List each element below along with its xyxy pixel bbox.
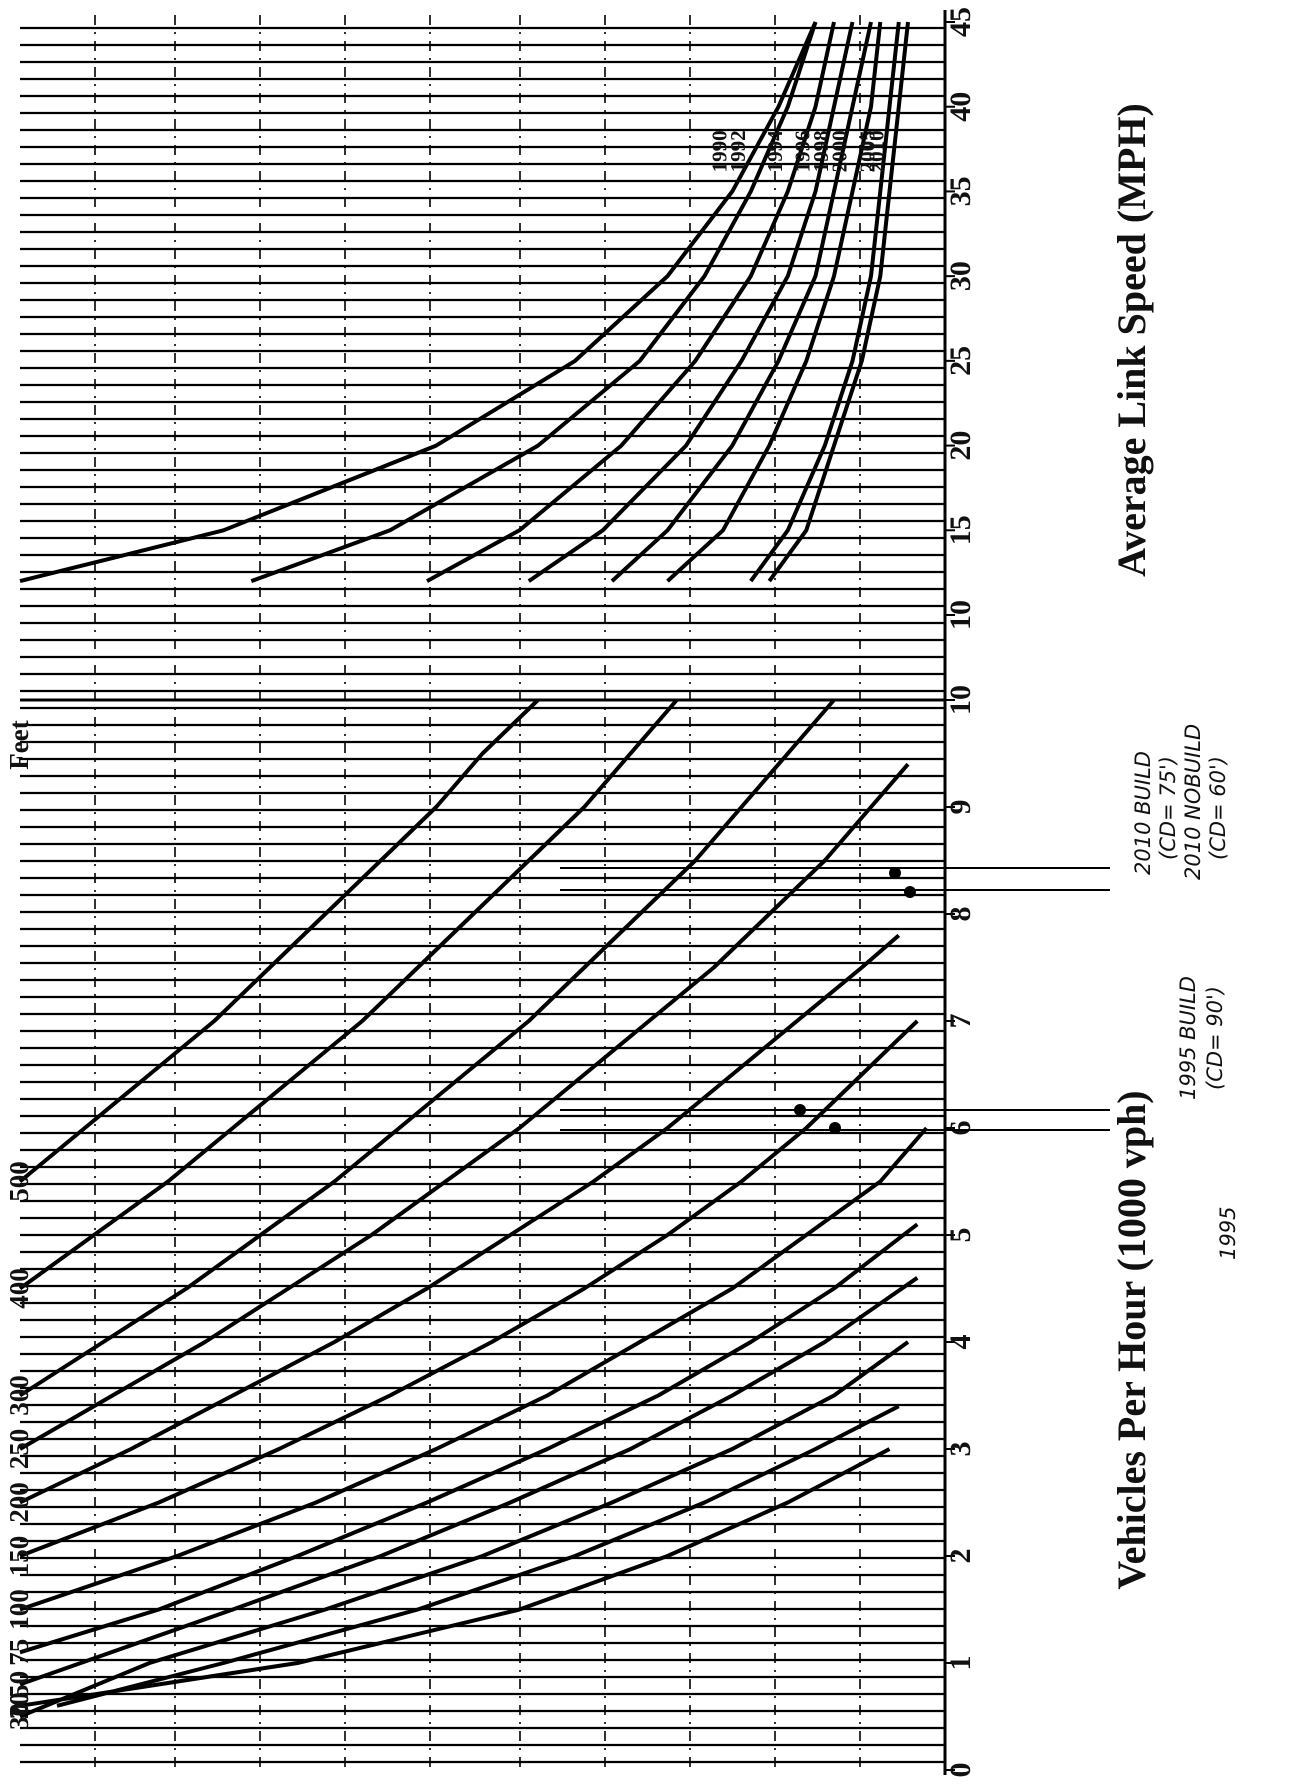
- markers: [560, 867, 1110, 1134]
- curve-feet-250: [18, 762, 910, 1451]
- curve-year-1996: [527, 21, 855, 583]
- x-tick-label-speed: 35: [944, 176, 977, 206]
- annotation-marker: [889, 867, 901, 879]
- x-tick-label-speed: 20: [944, 431, 977, 461]
- annotation-marker: [829, 1122, 841, 1134]
- x-tick-label-vph: 5: [944, 1228, 977, 1243]
- x-axis-label-vph: Vehicles Per Hour (1000 vph): [1109, 1090, 1154, 1589]
- x-tick-label-speed: 25: [944, 346, 977, 376]
- curve-year-1990: [19, 21, 818, 584]
- curve-feet-100: [19, 1126, 929, 1612]
- x-tick-label-speed: 40: [944, 92, 977, 122]
- x-tick-label-speed: 45: [944, 7, 977, 37]
- curve-feet-500: [18, 698, 540, 1184]
- curve-feet-300: [18, 698, 836, 1398]
- x-tick-label-vph: 0: [944, 1763, 977, 1778]
- x-axis-label-speed: Average Link Speed (MPH): [1109, 103, 1154, 577]
- curve-feet-10: [19, 1447, 891, 1708]
- x-tick-label-vph: 3: [944, 1442, 977, 1457]
- x-tick-label-vph: 10: [944, 685, 977, 715]
- series-label-year: 2000: [828, 130, 852, 172]
- grid: [20, 10, 947, 1775]
- annotation-1995-build: 1995 BUILD: [1176, 976, 1200, 1100]
- x-tick-label-vph: 1: [944, 1656, 977, 1671]
- x-tick-label-speed: 10: [944, 600, 977, 630]
- curve-year-1998: [610, 21, 873, 583]
- curve-feet-20: [56, 1404, 900, 1708]
- curve-feet-30: [19, 1340, 910, 1719]
- x-tick-label-vph: 7: [944, 1014, 977, 1029]
- curve-year-1992: [250, 21, 818, 583]
- series-label-feet: 200: [4, 1482, 34, 1523]
- series-label-feet: 100: [4, 1589, 34, 1630]
- curve-feet-400: [18, 698, 679, 1291]
- axis-labels: Vehicles Per Hour (1000 vph) Average Lin…: [4, 103, 1154, 1589]
- feet-header: Feet: [4, 720, 34, 769]
- curve-feet-150: [19, 1019, 919, 1558]
- series-label-year: 2005: [855, 130, 879, 172]
- handwritten-annotations: 2010 BUILD (CD= 75') 2010 NOBUILD (CD= 6…: [1131, 724, 1240, 1260]
- series-label-year: 1992: [726, 130, 750, 172]
- annotation-1995: 1995: [1216, 1207, 1240, 1260]
- series-label-feet: 30: [4, 1703, 34, 1730]
- series-label-year: 1996: [791, 130, 815, 172]
- curve-year-2005: [749, 21, 901, 583]
- x-tick-label-vph: 6: [944, 1121, 977, 1136]
- series-label-year: 1994: [763, 130, 787, 173]
- curve-year-1994: [426, 21, 836, 583]
- x-tick-label-vph: 4: [944, 1335, 977, 1350]
- series-label-feet: 50: [4, 1671, 34, 1698]
- annotation-2010-build-cd: (CD= 75'): [1156, 756, 1180, 860]
- annotation-2010-nobuild-cd: (CD= 60'): [1206, 756, 1230, 860]
- annotation-2010-build: 2010 BUILD: [1131, 751, 1155, 875]
- curve-year-2000: [666, 21, 883, 583]
- series-label-feet: 75: [4, 1639, 34, 1666]
- series-label-feet: 500: [4, 1161, 34, 1202]
- curve-feet-50: [19, 1276, 919, 1687]
- annotation-1995-build-cd: (CD= 90'): [1203, 986, 1227, 1090]
- series-label-year: 1990: [707, 130, 731, 172]
- series-label-feet: 300: [4, 1375, 34, 1416]
- curve-feet-200: [19, 933, 901, 1505]
- annotation-2010-nobuild: 2010 NOBUILD: [1181, 724, 1205, 880]
- curve-year-2010: [767, 21, 910, 583]
- series-label-feet: 150: [4, 1536, 34, 1577]
- series-label-year: 2010: [865, 130, 889, 172]
- annotation-marker: [794, 1104, 806, 1116]
- x-tick-label-vph: 2: [944, 1549, 977, 1564]
- x-tick-label-speed: 30: [944, 261, 977, 291]
- curve-feet-75: [19, 1222, 919, 1655]
- annotation-marker: [904, 886, 916, 898]
- series-label-year: 1998: [809, 130, 833, 172]
- x-tick-label-vph: 8: [944, 907, 977, 922]
- x-tick-label-speed: 15: [944, 515, 977, 545]
- x-tick-label-vph: 9: [944, 800, 977, 815]
- series-label-feet: 400: [4, 1268, 34, 1309]
- series-label-feet: 250: [4, 1429, 34, 1470]
